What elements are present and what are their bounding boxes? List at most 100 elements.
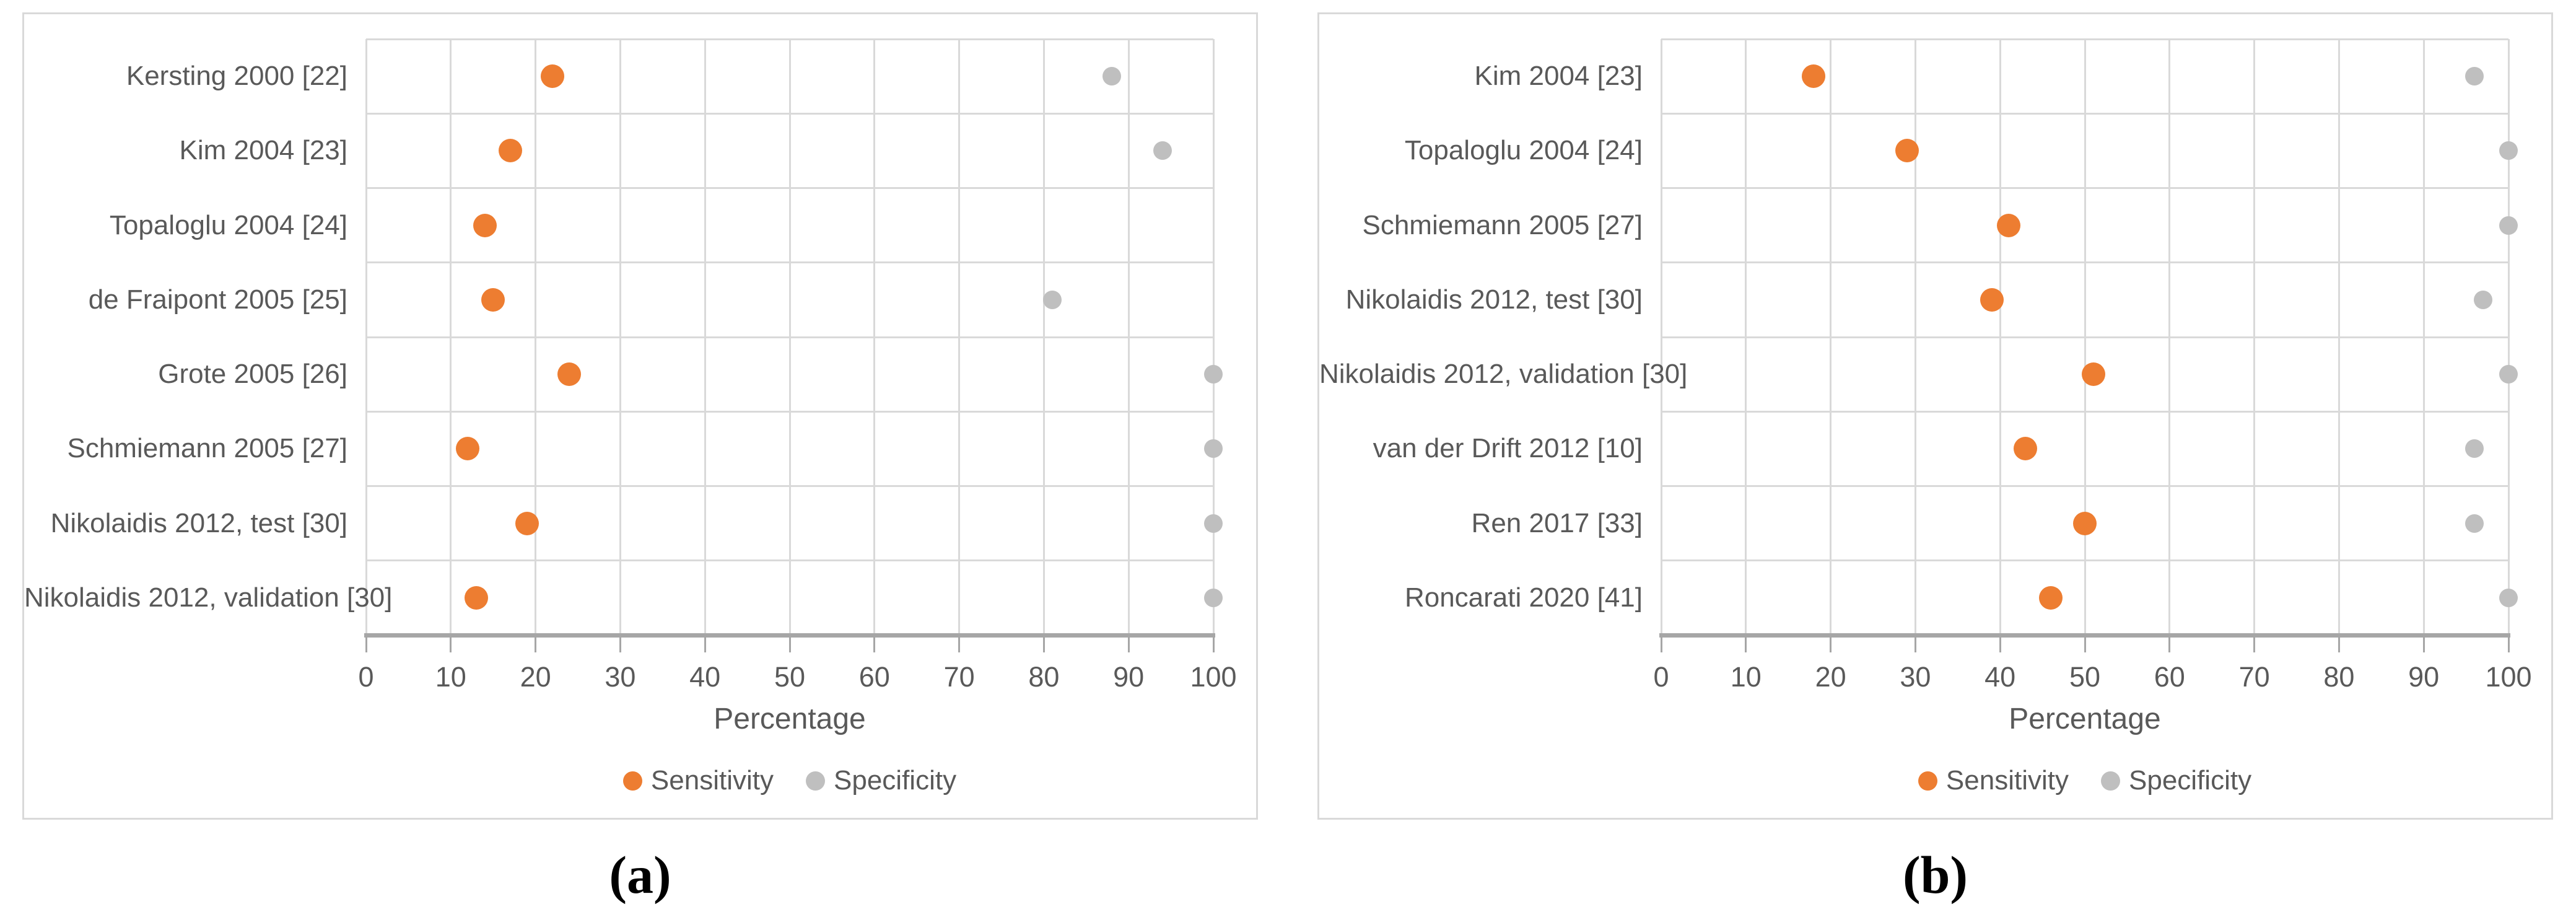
category-label: Topaloglu 2004 [24] (1404, 135, 1643, 166)
x-axis-tick (535, 638, 537, 652)
v-gridline (1914, 39, 1916, 635)
x-axis-tick (958, 638, 961, 652)
x-tick-label: 20 (520, 661, 551, 693)
specificity-point (2499, 365, 2518, 384)
x-tick-label: 30 (605, 661, 636, 693)
panel-a-caption: (a) (609, 845, 671, 905)
category-label: Schmiemann 2005 [27] (67, 433, 347, 464)
sensitivity-point (557, 362, 582, 387)
v-gridline (788, 39, 791, 635)
legend-specificity-dot-icon (806, 771, 825, 791)
x-axis-tick (1999, 638, 2001, 652)
sensitivity-point (1996, 213, 2020, 237)
legend-item-sensitivity: Sensitivity (622, 765, 774, 796)
x-axis-tick (1745, 638, 1747, 652)
sensitivity-point (1980, 287, 2004, 312)
sensitivity-point (2014, 437, 2038, 461)
panel-a-chart: 0 10 20 30 40 50 60 70 80 90 100 Kersting 2000 [22]… (22, 12, 1258, 820)
v-gridline (2507, 39, 2510, 635)
x-axis-tick (873, 638, 876, 652)
x-tick-label: 0 (358, 661, 374, 693)
category-label: Nikolaidis 2012, test [30] (50, 507, 347, 538)
specificity-point (1204, 365, 1223, 384)
specificity-point (2465, 439, 2484, 458)
x-tick-label: 60 (858, 661, 890, 693)
category-label: Topaloglu 2004 [24] (109, 209, 347, 240)
category-label: Nikolaidis 2012, validation [30] (24, 582, 393, 613)
v-gridline (1745, 39, 1747, 635)
x-axis-tick (2507, 638, 2510, 652)
x-axis-tick (704, 638, 706, 652)
v-gridline (704, 39, 706, 635)
x-tick-label: 20 (1815, 661, 1846, 693)
x-axis-tick (450, 638, 452, 652)
category-label: Schmiemann 2005 [27] (1362, 209, 1643, 240)
x-tick-label: 50 (774, 661, 806, 693)
x-axis-tick (2338, 638, 2340, 652)
legend-label: Specificity (2129, 765, 2252, 796)
v-gridline (1212, 39, 1215, 635)
x-tick-label: 90 (1113, 661, 1145, 693)
v-gridline (365, 39, 367, 635)
category-label: Ren 2017 [33] (1471, 507, 1643, 538)
v-gridline (2253, 39, 2256, 635)
category-label: Nikolaidis 2012, validation [30] (1319, 359, 1688, 390)
x-axis-line (1659, 633, 2510, 638)
x-tick-label: 0 (1653, 661, 1669, 693)
x-axis-tick (619, 638, 621, 652)
x-axis-tick (2168, 638, 2171, 652)
v-gridline (1999, 39, 2001, 635)
legend-sensitivity-dot-icon (622, 771, 642, 791)
v-gridline (1042, 39, 1045, 635)
sensitivity-point (2073, 511, 2097, 535)
x-axis-tick (1660, 638, 1662, 652)
specificity-point (2499, 216, 2518, 235)
panel-b-caption: (b) (1902, 845, 1968, 905)
sensitivity-point (464, 585, 488, 610)
x-tick-label: 70 (2238, 661, 2270, 693)
category-label: van der Drift 2012 [10] (1373, 433, 1643, 464)
x-axis-tick (1212, 638, 1215, 652)
x-tick-label: 80 (2323, 661, 2355, 693)
sensitivity-point (515, 511, 539, 535)
v-gridline (1127, 39, 1130, 635)
x-tick-label: 40 (1984, 661, 2016, 693)
panel-b-chart: 0 10 20 30 40 50 60 70 80 90 100 Kim 2004 [23] Topal… (1317, 12, 2553, 820)
x-tick-label: 100 (2485, 661, 2532, 693)
v-gridline (1660, 39, 1662, 635)
sensitivity-point (498, 139, 522, 163)
specificity-point (1204, 588, 1223, 607)
v-gridline (2338, 39, 2340, 635)
specificity-point (1153, 141, 1172, 160)
x-tick-label: 40 (689, 661, 721, 693)
x-axis-tick (2084, 638, 2086, 652)
v-gridline (535, 39, 537, 635)
x-tick-label: 10 (1730, 661, 1762, 693)
specificity-point (2499, 588, 2518, 607)
v-gridline (450, 39, 452, 635)
sensitivity-point (473, 213, 497, 237)
sensitivity-point (1802, 64, 1826, 89)
x-tick-label: 60 (2154, 661, 2185, 693)
category-label: Grote 2005 [26] (158, 359, 347, 390)
legend-label: Specificity (834, 765, 957, 796)
sensitivity-point (540, 64, 564, 89)
v-gridline (873, 39, 876, 635)
specificity-point (2473, 290, 2492, 309)
legend-specificity-dot-icon (2101, 771, 2120, 791)
category-label: de Fraipont 2005 [25] (88, 284, 347, 315)
category-label: Roncarati 2020 [41] (1404, 582, 1643, 613)
legend: Sensitivity Specificity (1661, 765, 2508, 796)
x-axis-line (364, 633, 1215, 638)
x-axis-tick (1914, 638, 1916, 652)
category-label: Kim 2004 [23] (179, 135, 348, 166)
x-axis-tick (1127, 638, 1130, 652)
x-axis-tick (365, 638, 367, 652)
sensitivity-point (2081, 362, 2105, 387)
specificity-point (1204, 439, 1223, 458)
category-label: Kim 2004 [23] (1474, 61, 1643, 92)
specificity-point (1204, 514, 1223, 533)
category-label: Nikolaidis 2012, test [30] (1345, 284, 1643, 315)
v-gridline (1830, 39, 1832, 635)
specificity-point (1102, 67, 1121, 86)
